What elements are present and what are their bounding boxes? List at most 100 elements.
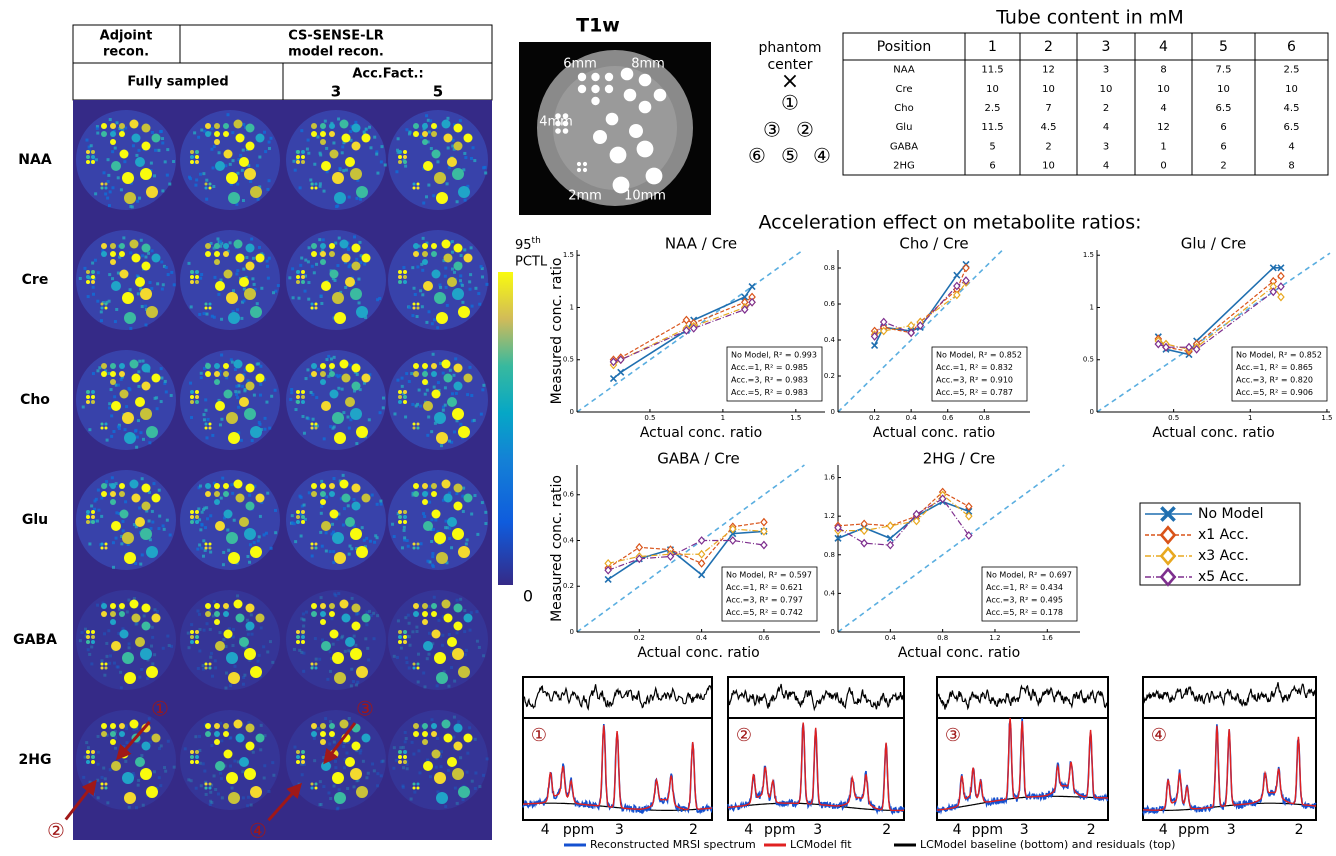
tube-signal: [105, 423, 108, 426]
noise-pixel: [311, 554, 314, 557]
tube-signal: [110, 131, 116, 137]
x-tick-label: 1.2: [989, 634, 1000, 642]
noise-pixel: [415, 626, 418, 629]
tube-signal: [119, 603, 125, 609]
noise-pixel: [325, 358, 328, 361]
tube-signal: [152, 254, 161, 263]
noise-pixel: [82, 776, 85, 779]
noise-pixel: [337, 387, 340, 390]
noise-pixel: [359, 751, 362, 754]
noise-pixel: [337, 592, 340, 595]
noise-pixel: [329, 797, 332, 800]
noise-pixel: [456, 631, 459, 634]
tube-signal: [195, 400, 199, 404]
spectrum-axis-label: 2: [1087, 822, 1096, 838]
noise-pixel: [199, 173, 202, 176]
colorbar: [498, 272, 513, 585]
noise-pixel: [135, 446, 138, 449]
y-tick-label: 0.2: [824, 372, 835, 380]
noise-pixel: [436, 684, 439, 687]
tube-signal: [214, 251, 220, 257]
noise-pixel: [376, 614, 379, 617]
noise-pixel: [427, 416, 430, 419]
chart-title: NAA / Cre: [665, 235, 737, 253]
tube-signal: [431, 243, 437, 249]
tube-signal: [110, 499, 116, 505]
noise-pixel: [103, 632, 106, 635]
tube-signal: [352, 604, 361, 613]
noise-pixel: [350, 668, 353, 671]
noise-pixel: [170, 394, 173, 397]
noise-pixel: [482, 774, 485, 777]
table-cell: 10: [986, 84, 999, 95]
t1w-tube: [591, 85, 599, 93]
noise-pixel: [96, 520, 99, 523]
tube-signal: [330, 150, 339, 159]
noise-pixel: [151, 521, 154, 524]
tube-signal: [422, 363, 428, 369]
page: Adjointrecon.CS-SENSE-LRmodel recon.Full…: [0, 0, 1336, 856]
noise-pixel: [142, 438, 145, 441]
noise-pixel: [365, 623, 368, 626]
tube-signal: [86, 155, 90, 159]
noise-pixel: [104, 777, 107, 780]
noise-pixel: [220, 318, 223, 321]
spectrum-legend-label: LCModel fit: [790, 838, 852, 851]
tube-signal: [454, 364, 463, 373]
noise-pixel: [362, 760, 365, 763]
noise-pixel: [428, 653, 431, 656]
noise-pixel: [199, 528, 202, 531]
noise-pixel: [129, 327, 132, 330]
spectrum-axis-label: 3: [1020, 822, 1029, 838]
tube-signal: [239, 277, 249, 287]
tube-signal: [101, 547, 104, 550]
table-cell: 8: [1160, 65, 1166, 76]
tube-signal: [315, 667, 318, 670]
noise-pixel: [105, 642, 108, 645]
noise-pixel: [325, 753, 328, 756]
noise-pixel: [343, 766, 346, 769]
tube-signal: [352, 364, 361, 373]
noise-pixel: [464, 156, 467, 159]
tube-signal: [431, 131, 437, 137]
spectrum-axis-label: 2: [1295, 822, 1304, 838]
noise-pixel: [447, 685, 450, 688]
arrow-label: ④: [249, 819, 267, 843]
tube-signal: [214, 739, 220, 745]
noise-pixel: [478, 646, 481, 649]
spectrum-axis-label: 2: [689, 822, 698, 838]
noise-pixel: [430, 147, 433, 150]
noise-pixel: [166, 148, 169, 151]
noise-pixel: [410, 372, 413, 375]
noise-pixel: [428, 605, 431, 608]
table-cell: 7.5: [1216, 65, 1232, 76]
tube-signal: [246, 502, 255, 511]
noise-pixel: [153, 653, 156, 656]
tube-signal: [236, 134, 245, 143]
noise-pixel: [109, 190, 112, 193]
spectrum-axis-label: 4: [953, 822, 962, 838]
table-cell: 3: [1103, 141, 1109, 152]
noise-pixel: [100, 659, 103, 662]
noise-pixel: [338, 788, 341, 791]
tube-signal: [205, 483, 211, 489]
tube-signal: [458, 186, 470, 198]
noise-pixel: [162, 524, 165, 527]
noise-pixel: [293, 522, 296, 525]
noise-pixel: [214, 788, 217, 791]
noise-pixel: [342, 411, 345, 414]
noise-pixel: [444, 275, 447, 278]
tube-signal: [315, 423, 318, 426]
tube-signal: [205, 491, 211, 497]
tube-signal: [423, 401, 433, 411]
noise-pixel: [140, 754, 143, 757]
table-cell: 4.5: [1041, 122, 1057, 133]
noise-pixel: [220, 777, 223, 780]
tube-signal: [296, 760, 300, 764]
noise-pixel: [266, 260, 269, 263]
noise-pixel: [405, 656, 408, 659]
table-cell: 2HG: [893, 161, 915, 172]
tube-signal: [422, 139, 428, 145]
y-tick-label: 0: [831, 628, 835, 636]
tube-signal: [422, 379, 428, 385]
